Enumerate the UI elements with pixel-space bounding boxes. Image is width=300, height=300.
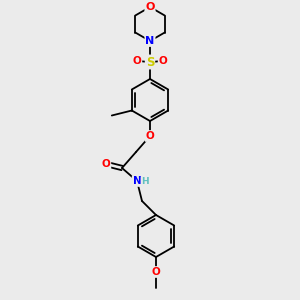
Text: S: S	[146, 56, 154, 68]
Text: O: O	[152, 267, 160, 277]
Text: N: N	[133, 176, 141, 186]
Text: O: O	[133, 56, 141, 66]
Text: O: O	[145, 2, 155, 12]
Text: O: O	[102, 159, 110, 169]
Text: O: O	[146, 131, 154, 141]
Text: N: N	[146, 36, 154, 46]
Text: H: H	[141, 178, 149, 187]
Text: O: O	[159, 56, 167, 66]
